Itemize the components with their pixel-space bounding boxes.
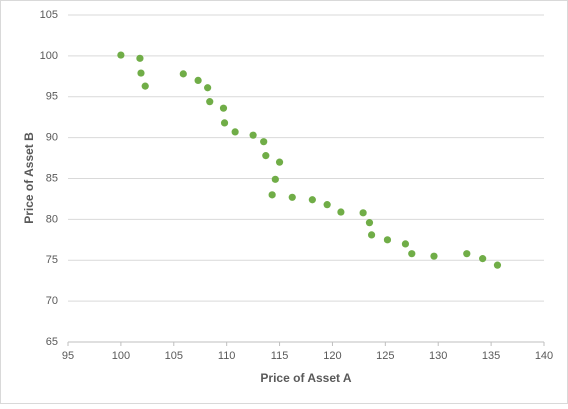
point	[463, 250, 471, 258]
point	[262, 152, 270, 160]
x-tick-label: 115	[271, 350, 289, 362]
y-tick-label: 80	[46, 213, 58, 225]
point	[219, 104, 228, 112]
point	[136, 54, 144, 62]
point	[408, 250, 416, 258]
x-tick-label: 135	[482, 350, 500, 362]
y-tick-label: 95	[46, 91, 58, 103]
point	[268, 191, 276, 199]
y-tick-label: 100	[40, 50, 58, 62]
point	[204, 84, 212, 92]
point	[288, 193, 296, 201]
point	[117, 51, 125, 59]
point	[365, 219, 374, 227]
y-tick-label: 75	[46, 254, 58, 266]
y-tick-label: 70	[46, 295, 58, 307]
point	[401, 240, 410, 248]
point	[271, 175, 279, 183]
y-tick-label: 85	[46, 172, 58, 184]
point	[367, 231, 376, 239]
point	[383, 236, 392, 244]
point	[337, 208, 345, 216]
point	[430, 252, 438, 260]
point	[323, 201, 331, 209]
point	[179, 70, 187, 78]
point	[206, 98, 214, 106]
point	[249, 131, 257, 139]
x-tick-label: 125	[376, 350, 394, 362]
point	[308, 196, 316, 204]
point	[194, 76, 202, 84]
y-tick-label: 65	[46, 336, 58, 348]
x-tick-label: 130	[429, 350, 447, 362]
point	[493, 261, 502, 269]
y-tick-label: 90	[46, 132, 58, 144]
x-tick-label: 95	[62, 350, 74, 362]
x-axis-title: Price of Asset A	[260, 371, 351, 385]
x-tick-label: 120	[323, 350, 341, 362]
point	[220, 119, 229, 127]
x-tick-label: 140	[535, 350, 553, 362]
point	[479, 255, 487, 263]
point	[137, 69, 145, 77]
x-tick-label: 110	[218, 350, 236, 362]
point	[359, 209, 367, 217]
point	[141, 82, 149, 90]
point	[275, 158, 284, 166]
x-tick-label: 105	[165, 350, 183, 362]
y-axis-title: Price of Asset B	[22, 132, 36, 224]
point	[260, 138, 268, 146]
point	[231, 128, 239, 136]
x-tick-label: 100	[112, 350, 130, 362]
y-tick-label: 105	[40, 9, 58, 21]
